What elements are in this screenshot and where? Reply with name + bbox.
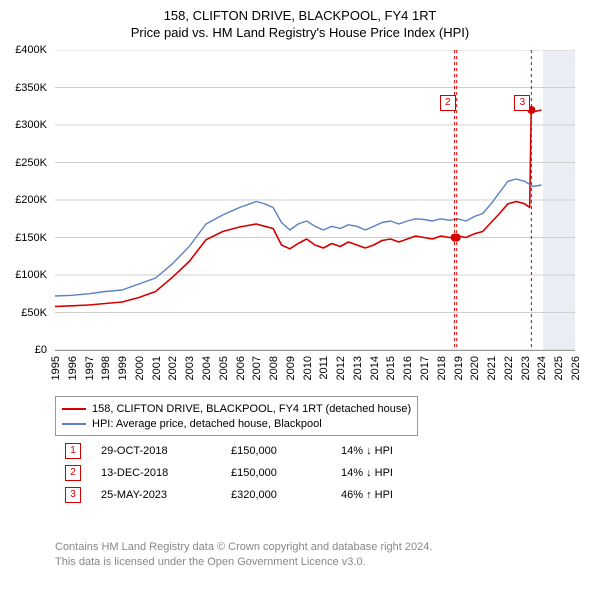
x-axis-label: 1997 (84, 356, 96, 380)
x-axis-label: 2024 (536, 356, 548, 380)
sale-event-price: £320,000 (221, 484, 331, 506)
attribution-line-1: Contains HM Land Registry data © Crown c… (55, 540, 432, 555)
x-axis-label: 2003 (184, 356, 196, 380)
x-axis-label: 2001 (151, 356, 163, 380)
legend-label: HPI: Average price, detached house, Blac… (92, 418, 322, 430)
x-axis-label: 1995 (50, 356, 62, 380)
attribution: Contains HM Land Registry data © Crown c… (55, 540, 432, 570)
x-axis-label: 2009 (285, 356, 297, 380)
legend-swatch (62, 408, 86, 410)
x-axis-label: 2026 (570, 356, 582, 380)
x-axis-label: 2014 (369, 356, 381, 380)
x-axis-label: 1996 (67, 356, 79, 380)
x-axis-label: 2002 (167, 356, 179, 380)
x-axis-label: 2017 (419, 356, 431, 380)
sale-event-date: 29-OCT-2018 (91, 440, 221, 462)
legend: 158, CLIFTON DRIVE, BLACKPOOL, FY4 1RT (… (55, 396, 418, 436)
y-axis-label: £50K (0, 307, 47, 319)
y-axis-label: £100K (0, 269, 47, 281)
sale-event-row: 1 29-OCT-2018£150,00014% ↓ HPI (55, 440, 403, 462)
sale-event-delta: 46% ↑ HPI (331, 484, 403, 506)
x-axis-label: 2008 (268, 356, 280, 380)
legend-item: HPI: Average price, detached house, Blac… (62, 416, 411, 431)
x-axis-label: 2020 (469, 356, 481, 380)
x-axis-label: 2000 (134, 356, 146, 380)
sale-event-delta: 14% ↓ HPI (331, 462, 403, 484)
x-axis-label: 1999 (117, 356, 129, 380)
x-axis-label: 2006 (235, 356, 247, 380)
sale-event-badge: 2 (65, 465, 81, 481)
sale-event-row: 2 13-DEC-2018£150,00014% ↓ HPI (55, 462, 403, 484)
sale-event-badge: 1 (65, 443, 81, 459)
series-price_paid (55, 110, 542, 307)
x-axis-label: 2005 (218, 356, 230, 380)
attribution-line-2: This data is licensed under the Open Gov… (55, 555, 432, 570)
y-axis-label: £200K (0, 194, 47, 206)
x-axis-label: 2012 (335, 356, 347, 380)
y-axis-label: £400K (0, 44, 47, 56)
legend-label: 158, CLIFTON DRIVE, BLACKPOOL, FY4 1RT (… (92, 403, 411, 415)
chart-svg (55, 50, 575, 350)
y-axis-label: £300K (0, 119, 47, 131)
x-axis-label: 2018 (436, 356, 448, 380)
y-axis-label: £0 (0, 344, 47, 356)
x-axis-label: 2011 (318, 356, 330, 380)
sale-marker-badge: 3 (514, 95, 530, 111)
sale-event-date: 13-DEC-2018 (91, 462, 221, 484)
legend-swatch (62, 423, 86, 425)
legend-item: 158, CLIFTON DRIVE, BLACKPOOL, FY4 1RT (… (62, 401, 411, 416)
x-axis-label: 2013 (352, 356, 364, 380)
x-axis-label: 2025 (553, 356, 565, 380)
sale-event-price: £150,000 (221, 440, 331, 462)
y-axis-label: £250K (0, 157, 47, 169)
chart-plot-area (55, 50, 575, 351)
sale-marker-badge: 2 (440, 95, 456, 111)
x-axis-label: 2015 (385, 356, 397, 380)
x-axis-label: 2010 (302, 356, 314, 380)
sale-event-row: 3 25-MAY-2023£320,00046% ↑ HPI (55, 484, 403, 506)
sale-event-price: £150,000 (221, 462, 331, 484)
chart-subtitle: Price paid vs. HM Land Registry's House … (0, 25, 600, 40)
x-axis-label: 2019 (453, 356, 465, 380)
x-axis-label: 2023 (520, 356, 532, 380)
sale-event-date: 25-MAY-2023 (91, 484, 221, 506)
x-axis-label: 1998 (100, 356, 112, 380)
x-axis-label: 2022 (503, 356, 515, 380)
y-axis-label: £350K (0, 82, 47, 94)
x-axis-label: 2016 (402, 356, 414, 380)
sale-event-badge: 3 (65, 487, 81, 503)
y-axis-label: £150K (0, 232, 47, 244)
chart-title: 158, CLIFTON DRIVE, BLACKPOOL, FY4 1RT (0, 8, 600, 23)
x-axis-label: 2021 (486, 356, 498, 380)
x-axis-label: 2007 (251, 356, 263, 380)
sale-event-delta: 14% ↓ HPI (331, 440, 403, 462)
x-axis-label: 2004 (201, 356, 213, 380)
sale-events-table: 1 29-OCT-2018£150,00014% ↓ HPI 2 13-DEC-201… (55, 440, 403, 506)
